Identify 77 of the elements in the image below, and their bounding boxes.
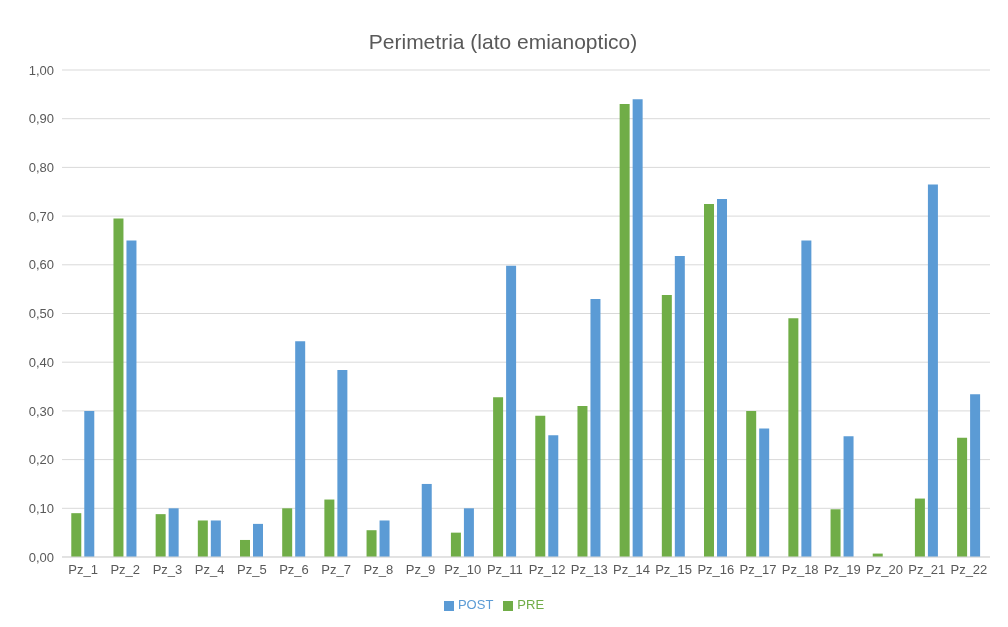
bar bbox=[927, 184, 938, 557]
bar bbox=[661, 294, 672, 557]
x-tick-label: Pz_7 bbox=[321, 562, 351, 578]
bar bbox=[366, 530, 377, 557]
x-tick-label: Pz_15 bbox=[655, 562, 693, 578]
x-tick-label: Pz_12 bbox=[528, 562, 566, 578]
x-tick-label: Pz_19 bbox=[823, 562, 861, 578]
bar bbox=[674, 256, 685, 557]
bar bbox=[210, 520, 221, 557]
bar bbox=[506, 265, 517, 557]
bar bbox=[914, 498, 925, 557]
x-tick-label: Pz_21 bbox=[908, 562, 946, 578]
y-tick-label: 0,40 bbox=[28, 354, 54, 370]
y-tick-label: 0,80 bbox=[28, 160, 54, 176]
bar bbox=[450, 532, 461, 557]
y-tick-label: 0,90 bbox=[28, 111, 54, 127]
bar bbox=[830, 509, 841, 557]
y-tick-label: 1,00 bbox=[28, 62, 54, 78]
x-tick-label: Pz_14 bbox=[613, 562, 650, 578]
bar bbox=[577, 406, 588, 557]
bar bbox=[590, 298, 601, 557]
y-tick-label: 0,70 bbox=[28, 208, 54, 224]
x-tick-label: Pz_16 bbox=[697, 562, 735, 578]
y-tick-label: 0,60 bbox=[28, 257, 54, 273]
bar bbox=[843, 436, 854, 557]
x-tick-label: Pz_17 bbox=[739, 562, 777, 578]
bar bbox=[253, 523, 264, 557]
bar bbox=[493, 397, 504, 557]
bar bbox=[282, 508, 293, 557]
x-tick-label: Pz_22 bbox=[950, 562, 988, 578]
bar bbox=[113, 218, 124, 557]
bar bbox=[463, 508, 474, 557]
bar bbox=[704, 203, 715, 557]
x-tick-label: Pz_18 bbox=[781, 562, 819, 578]
bar bbox=[759, 428, 770, 557]
bar bbox=[788, 318, 799, 557]
x-tick-label: Pz_11 bbox=[486, 562, 523, 578]
bar bbox=[379, 520, 390, 557]
bar bbox=[619, 104, 630, 557]
bar bbox=[155, 514, 166, 557]
x-tick-label: Pz_3 bbox=[152, 562, 183, 578]
y-tick-label: 0,30 bbox=[28, 403, 54, 419]
legend-label: PRE bbox=[517, 597, 545, 612]
bar bbox=[970, 394, 981, 557]
bar bbox=[126, 240, 137, 557]
x-tick-label: Pz_1 bbox=[68, 562, 98, 578]
bar bbox=[240, 539, 251, 557]
bar bbox=[168, 508, 179, 557]
x-tick-label: Pz_6 bbox=[279, 562, 309, 578]
y-tick-label: 0,10 bbox=[28, 500, 54, 516]
x-tick-label: Pz_2 bbox=[110, 562, 141, 578]
y-tick-label: 0,00 bbox=[28, 549, 54, 565]
bar bbox=[957, 437, 968, 557]
bar bbox=[535, 415, 546, 557]
bar bbox=[421, 483, 432, 557]
bar bbox=[746, 410, 757, 557]
legend-label: POST bbox=[457, 597, 494, 612]
bar bbox=[717, 199, 728, 557]
bar bbox=[84, 410, 95, 557]
y-tick-label: 0,20 bbox=[28, 452, 54, 468]
bar bbox=[71, 513, 82, 557]
bar bbox=[324, 499, 335, 557]
x-tick-label: Pz_8 bbox=[363, 562, 394, 578]
bar bbox=[801, 240, 812, 557]
y-tick-label: 0,50 bbox=[28, 306, 54, 322]
bar bbox=[632, 99, 643, 557]
x-tick-label: Pz_5 bbox=[237, 562, 267, 578]
bar bbox=[337, 369, 348, 557]
x-tick-label: Pz_13 bbox=[570, 562, 608, 578]
bar bbox=[295, 341, 306, 557]
x-tick-label: Pz_10 bbox=[444, 562, 482, 578]
x-tick-label: Pz_20 bbox=[866, 562, 903, 578]
x-tick-label: Pz_4 bbox=[194, 562, 225, 578]
bar bbox=[197, 520, 208, 557]
chart-title: Perimetria (lato emianoptico) bbox=[367, 29, 639, 55]
bar bbox=[548, 435, 559, 557]
x-tick-label: Pz_9 bbox=[405, 562, 436, 578]
